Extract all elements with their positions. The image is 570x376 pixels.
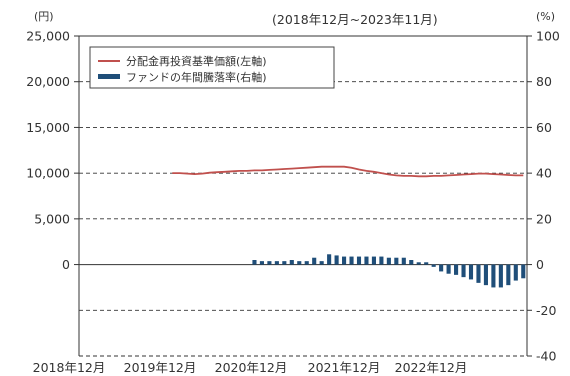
right-axis-unit: (%) xyxy=(536,10,555,23)
return-bars xyxy=(252,254,526,288)
x-tick-label: 2018年12月 xyxy=(33,360,106,375)
return-bar xyxy=(521,264,526,279)
right-tick-label: 40 xyxy=(536,166,552,181)
return-bar xyxy=(259,261,264,265)
left-tick-label: 15,000 xyxy=(26,120,70,135)
return-bar xyxy=(267,261,272,265)
return-bar xyxy=(304,261,309,265)
return-bar xyxy=(327,254,332,265)
return-bar xyxy=(349,256,354,265)
return-bar xyxy=(461,264,466,278)
legend-bar-swatch xyxy=(98,74,120,79)
left-axis-unit: (円) xyxy=(34,10,54,23)
nav-line-layer xyxy=(172,165,524,178)
return-bar xyxy=(439,264,444,272)
x-axis-ticks: 2018年12月 2019年12月 2020年12月 2021年12月 2022年12月 xyxy=(33,360,468,375)
return-bar xyxy=(312,257,317,265)
right-tick-label: 60 xyxy=(536,120,552,135)
return-bar xyxy=(334,255,339,265)
return-bar xyxy=(356,256,362,265)
return-bar xyxy=(409,260,414,265)
return-bar xyxy=(282,261,287,265)
legend-label-return: ファンドの年間騰落率(右軸) xyxy=(126,70,267,84)
left-axis-ticks: 25,000 20,000 15,000 10,000 5,000 0 xyxy=(26,29,79,272)
return-bar xyxy=(394,257,399,265)
return-bar xyxy=(274,261,279,265)
right-axis-ticks: 100 80 60 40 20 0 -20 -40 xyxy=(527,29,560,364)
return-bar xyxy=(371,256,376,265)
x-tick-label: 2020年12月 xyxy=(215,360,288,375)
legend: 分配金再投資基準価額(左軸) ファンドの年間騰落率(右軸) xyxy=(89,46,335,89)
return-bar xyxy=(431,264,436,267)
return-bar xyxy=(498,264,503,288)
right-tick-label: 0 xyxy=(536,257,544,272)
nav-line xyxy=(172,165,524,178)
return-bar xyxy=(297,261,302,265)
right-tick-label: 80 xyxy=(536,74,552,89)
right-tick-label: 100 xyxy=(536,29,560,44)
return-bar xyxy=(416,262,421,265)
return-bar xyxy=(289,260,294,265)
left-tick-label: 20,000 xyxy=(26,74,70,89)
return-bar xyxy=(364,256,369,265)
left-tick-label: 10,000 xyxy=(26,166,70,181)
return-bar xyxy=(513,264,518,281)
right-tick-label: -40 xyxy=(536,349,556,364)
legend-box xyxy=(89,46,335,89)
period-label: (2018年12月~2023年11月) xyxy=(272,12,438,27)
return-bar xyxy=(401,257,406,265)
x-tick-label: 2022年12月 xyxy=(395,360,468,375)
return-bar xyxy=(446,264,451,274)
return-bar xyxy=(506,264,511,286)
right-tick-label: -20 xyxy=(536,303,556,318)
return-bar xyxy=(454,264,459,275)
return-bar xyxy=(491,264,496,288)
left-tick-label: 0 xyxy=(62,257,70,272)
x-tick-label: 2019年12月 xyxy=(124,360,197,375)
return-bar xyxy=(483,264,488,286)
return-bar xyxy=(424,262,429,265)
return-bar xyxy=(319,261,324,265)
return-bar xyxy=(476,264,481,283)
left-tick-label: 5,000 xyxy=(34,211,70,226)
return-bar xyxy=(468,264,474,280)
x-tick-label: 2021年12月 xyxy=(308,360,381,375)
left-tick-label: 25,000 xyxy=(26,29,70,44)
return-bar xyxy=(386,257,391,265)
return-bar xyxy=(379,256,384,265)
legend-label-nav: 分配金再投資基準価額(左軸) xyxy=(126,54,267,68)
return-bar xyxy=(342,256,347,265)
return-bar xyxy=(252,260,257,265)
right-tick-label: 20 xyxy=(536,211,552,226)
